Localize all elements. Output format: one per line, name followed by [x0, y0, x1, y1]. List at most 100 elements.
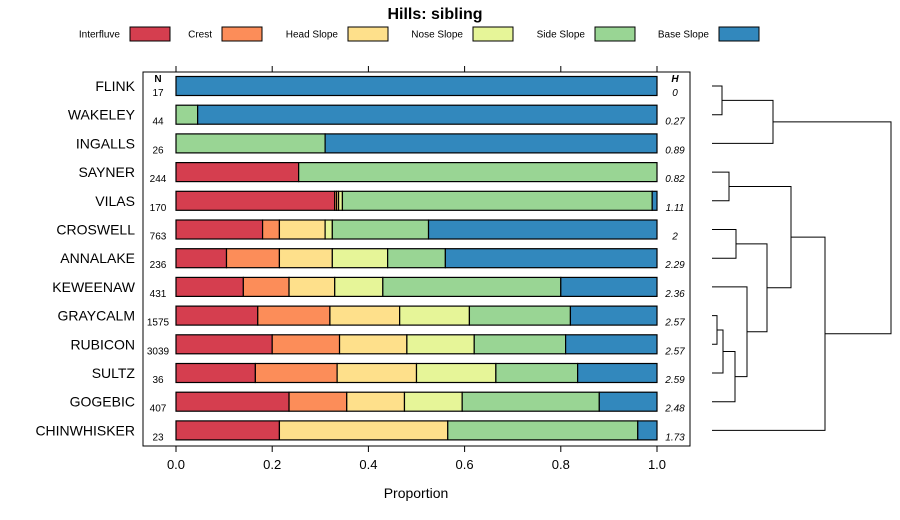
dendrogram-link [712, 99, 774, 144]
n-value: 431 [150, 289, 167, 300]
bar-segment [298, 162, 658, 183]
x-axis-label: Proportion [384, 485, 449, 501]
n-value: 170 [150, 203, 167, 214]
n-value: 26 [152, 145, 164, 156]
legend-label: Nose Slope [411, 30, 463, 41]
row-label: VILAS [95, 193, 135, 209]
bar-segment [569, 305, 658, 326]
bar-segment [225, 248, 281, 269]
bar-segment [197, 104, 658, 125]
bar-segment [447, 420, 639, 441]
row-label: WAKELEY [68, 107, 136, 123]
bar-segment [175, 75, 658, 97]
bar-segment [598, 391, 658, 412]
bar-segment [175, 219, 264, 240]
bar-segment [495, 362, 579, 384]
row-label: KEWEENAW [52, 279, 135, 295]
bar-segment [382, 276, 562, 297]
row-label: CROSWELL [56, 222, 135, 238]
dendrogram-link [712, 229, 737, 259]
dendrogram-link [712, 85, 723, 116]
bar-segment [341, 190, 653, 211]
bar-segment [399, 305, 471, 326]
legend-label: Base Slope [658, 30, 710, 41]
n-value: 44 [152, 117, 164, 128]
bar-segment [175, 133, 326, 154]
bar-segment [278, 219, 326, 240]
x-tick-label: 0.6 [456, 457, 474, 472]
bar-segment [175, 362, 256, 384]
h-value: 2.59 [664, 375, 685, 386]
bar-segment [427, 219, 658, 240]
h-value: 1.73 [665, 432, 685, 443]
h-value: 0.89 [665, 145, 685, 156]
bar-segment [175, 190, 336, 211]
bar-segment [338, 334, 408, 355]
bar-segment [288, 276, 336, 297]
bar-segment [577, 362, 658, 384]
row-label: CHINWHISKER [35, 422, 135, 438]
legend: Interfluve Crest Head Slope Nose Slope Side … [79, 26, 760, 42]
dendrogram-link [773, 121, 892, 335]
bar-segment [175, 305, 259, 326]
n-value: 763 [150, 232, 167, 243]
row-labels: FLINK WAKELEY INGALLS SAYNER VILAS CROSWELL AN… [35, 78, 135, 438]
bar-segment [331, 219, 430, 240]
h-value: 2.57 [664, 318, 685, 329]
x-tick-label: 0.4 [359, 457, 377, 472]
h-value: 0.27 [665, 117, 685, 128]
bar-segment [331, 248, 389, 269]
bar-segment [334, 276, 384, 297]
bar-segment [261, 219, 281, 240]
legend-label: Side Slope [537, 30, 586, 41]
legend-swatch [472, 26, 514, 42]
n-value: 23 [152, 432, 164, 443]
chart-title: Hills: sibling [387, 6, 482, 23]
bar-segment [242, 276, 290, 297]
n-value: 236 [150, 260, 167, 271]
bar-segment [415, 362, 497, 384]
n-value: 1575 [147, 318, 170, 329]
h-value: 0.82 [665, 174, 685, 185]
legend-swatch [718, 26, 760, 42]
row-label: SAYNER [78, 164, 135, 180]
bar-segment [473, 334, 567, 355]
bar-segment [560, 276, 658, 297]
bar-segment [346, 391, 406, 412]
bar-segment [444, 248, 658, 269]
bar-segment [387, 248, 446, 269]
row-label: SULTZ [92, 365, 136, 381]
bar-segment [651, 190, 658, 211]
bar-segment [324, 219, 333, 240]
x-tick-label: 0.2 [263, 457, 281, 472]
h-value: 1.11 [666, 203, 685, 214]
legend-swatch [594, 26, 636, 42]
bar-segment [278, 248, 333, 269]
h-value: 2.57 [664, 346, 685, 357]
x-tick-label: 0.8 [552, 457, 570, 472]
bar-segment [637, 420, 658, 441]
legend-swatch [221, 26, 263, 42]
n-value: 3039 [147, 346, 170, 357]
bar-segment [565, 334, 658, 355]
bar-segment [175, 334, 273, 355]
bar-segment [336, 362, 418, 384]
h-column-header: H [671, 74, 679, 85]
bar-segment [175, 104, 199, 125]
n-value: 17 [152, 88, 164, 99]
h-value: 0 [672, 88, 678, 99]
dendrogram-link [712, 171, 730, 202]
dendrogram-link [736, 243, 768, 333]
row-label: GOGEBIC [70, 394, 135, 410]
bar-segment [175, 162, 300, 183]
row-label: RUBICON [70, 336, 135, 352]
row-label: FLINK [95, 78, 135, 94]
x-tick-label: 1.0 [648, 457, 666, 472]
n-value: 244 [150, 174, 167, 185]
bar-segment [403, 391, 463, 412]
bar-segment [406, 334, 475, 355]
legend-swatch [129, 26, 171, 42]
row-label: ANNALAKE [60, 250, 135, 266]
bar-segment [175, 420, 281, 441]
